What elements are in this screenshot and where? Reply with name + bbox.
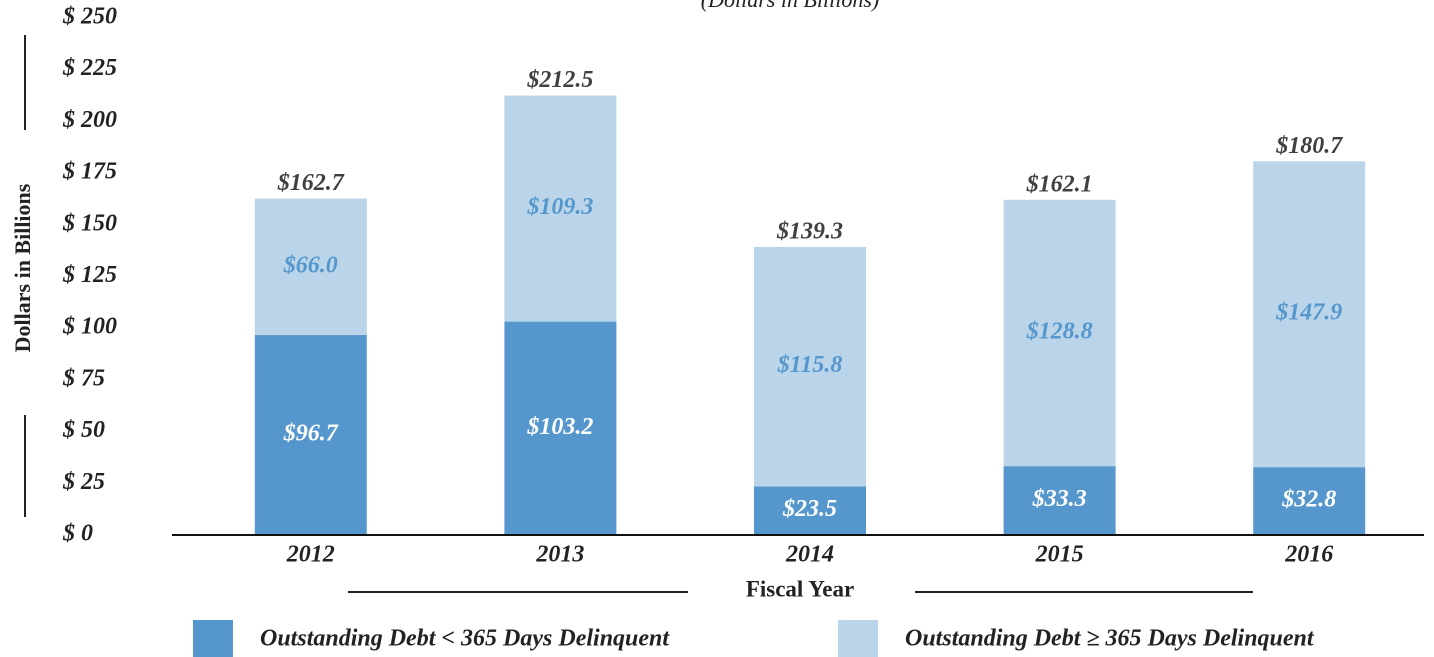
bar-segment [1253,161,1366,468]
value-label: $96.7 [283,421,339,447]
y-axis-label: Dollars in Billions [10,183,35,352]
y-tick-label: $ 75 [62,365,105,391]
y-tick-label: $ 150 [62,210,117,236]
bar-segment [504,321,617,535]
legend-label: Outstanding Debt ≥ 365 Days Delinquent [905,626,1315,652]
value-label: $147.9 [1275,300,1342,326]
bar-segment [254,335,367,535]
x-tick-label: 2012 [286,542,335,568]
total-label: $162.7 [277,170,345,196]
bar-segment [254,198,367,336]
bar-segment [504,95,617,322]
y-tick-label: $ 0 [62,521,93,547]
value-label: $32.8 [1281,487,1336,513]
y-tick-label: $ 200 [62,107,117,133]
x-tick-label: 2013 [535,542,584,568]
y-tick-label: $ 125 [62,262,117,288]
legend-swatch [193,620,233,657]
value-label: $103.2 [526,414,593,440]
value-label: $23.5 [782,496,837,522]
value-label: $128.8 [1026,318,1093,344]
bar-segment [1003,466,1116,535]
value-label: $33.3 [1032,486,1087,512]
value-label: $109.3 [526,194,593,220]
value-label: $66.0 [283,252,338,278]
total-label: $139.3 [776,218,843,244]
legend-label: Outstanding Debt < 365 Days Delinquent [260,626,670,652]
x-tick-label: 2016 [1284,542,1333,568]
x-axis-label: Fiscal Year [746,576,854,601]
total-label: $212.5 [526,67,593,93]
y-tick-label: $ 250 [62,4,117,30]
y-tick-label: $ 175 [62,159,117,185]
total-label: $180.7 [1275,133,1343,159]
bar-segment [754,246,866,487]
y-tick-label: $ 25 [62,469,105,495]
y-tick-label: $ 100 [62,314,117,340]
bar-segment [1253,467,1366,535]
x-tick-label: 2014 [785,542,834,568]
total-label: $162.1 [1026,171,1093,197]
bar-segment [754,486,866,535]
x-tick-label: 2015 [1035,542,1084,568]
y-tick-label: $ 225 [62,55,117,81]
bar-segment [1003,199,1116,467]
legend-swatch [838,620,878,657]
value-label: $115.8 [777,352,843,378]
chart-subtitle: (Dollars in Billions) [701,0,879,12]
y-tick-label: $ 50 [62,417,105,443]
